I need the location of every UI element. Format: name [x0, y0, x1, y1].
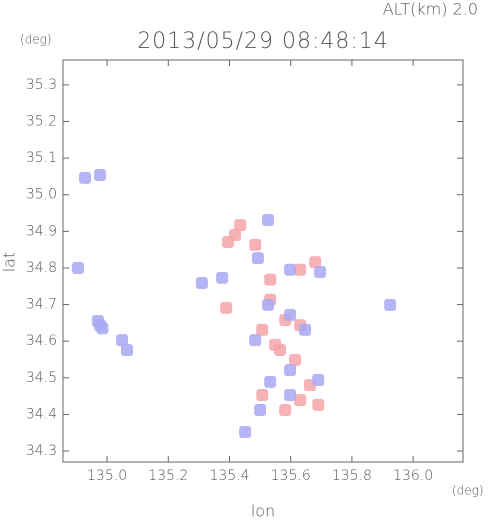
- echo-point: [249, 334, 262, 347]
- y-tick-label: 35.2: [26, 114, 57, 130]
- y-tick-label: 34.6: [26, 333, 57, 349]
- y-tick-label: 34.8: [26, 260, 57, 276]
- echo-point: [384, 298, 397, 311]
- echo-point: [96, 322, 109, 335]
- x-tick-label: 135.2: [148, 468, 188, 484]
- y-unit: (deg): [20, 33, 52, 47]
- echo-point: [262, 298, 275, 311]
- echo-point: [312, 373, 325, 386]
- x-tick-label: 136.0: [393, 468, 433, 484]
- echo-point: [234, 219, 247, 232]
- echo-point: [284, 308, 297, 321]
- echo-point: [195, 276, 208, 289]
- annotation: ALT(km) 2.0: [383, 0, 478, 19]
- x-tick-label: 135.6: [271, 468, 311, 484]
- echo-point: [294, 263, 307, 276]
- echo-point: [294, 394, 307, 407]
- x-unit: (deg): [452, 484, 484, 498]
- echo-point: [116, 334, 129, 347]
- echo-point: [288, 353, 301, 366]
- x-tick-label: 135.4: [209, 468, 249, 484]
- y-tick-label: 34.4: [26, 406, 57, 422]
- echo-point: [299, 323, 312, 336]
- echo-point: [284, 364, 297, 377]
- echo-point: [79, 171, 92, 184]
- echo-point: [251, 252, 264, 265]
- echo-point: [94, 168, 107, 181]
- x-tick-label: 135.0: [87, 468, 127, 484]
- echo-point: [239, 425, 252, 438]
- echo-point: [256, 389, 269, 401]
- echo-point: [254, 404, 267, 417]
- y-axis-label: lat: [0, 252, 19, 273]
- y-tick-label: 35.0: [26, 187, 57, 203]
- y-tick-label: 34.5: [26, 370, 57, 386]
- y-tick-label: 34.3: [26, 443, 57, 459]
- echo-point: [262, 213, 275, 226]
- echo-point: [309, 256, 322, 269]
- echo-point: [71, 261, 84, 274]
- echo-point: [120, 343, 133, 356]
- echo-point: [256, 323, 269, 336]
- echo-point: [279, 404, 292, 417]
- echo-point: [220, 301, 233, 314]
- echo-point: [249, 238, 262, 251]
- echo-point: [221, 235, 234, 248]
- echo-point: [264, 375, 277, 388]
- echo-point: [312, 398, 325, 411]
- echo-point: [284, 389, 297, 401]
- echo-point: [314, 265, 327, 278]
- echo-point: [273, 343, 286, 356]
- x-axis-label: lon: [251, 502, 275, 521]
- x-tick-label: 135.8: [332, 468, 372, 484]
- y-tick-label: 35.3: [26, 77, 57, 93]
- y-tick-label: 34.9: [26, 223, 57, 239]
- echo-point: [264, 273, 277, 286]
- echo-point: [284, 263, 297, 276]
- chart-title: 2013/05/29 08:48:14: [137, 29, 389, 54]
- y-tick-label: 35.1: [26, 150, 57, 166]
- y-tick-label: 34.7: [26, 297, 57, 313]
- plot-frame: [62, 59, 464, 463]
- echo-point: [216, 271, 229, 284]
